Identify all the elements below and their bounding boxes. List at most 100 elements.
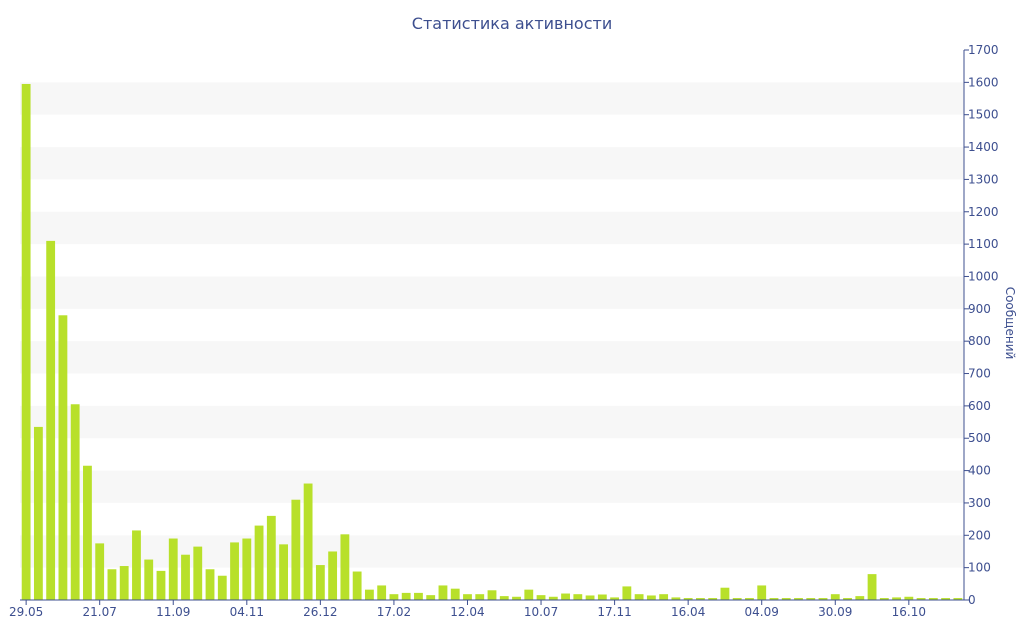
x-tick-label: 16.10 xyxy=(892,605,926,619)
bar xyxy=(450,588,460,600)
x-tick-label: 17.02 xyxy=(377,605,411,619)
x-tick-label: 11.09 xyxy=(156,605,190,619)
bar xyxy=(217,575,227,600)
grid-band xyxy=(20,147,964,180)
bar xyxy=(193,546,203,600)
bar xyxy=(499,596,509,600)
bar xyxy=(794,598,803,600)
bar xyxy=(487,590,497,600)
bar xyxy=(156,570,166,600)
bar xyxy=(401,592,411,600)
x-tick-label: 29.05 xyxy=(9,605,43,619)
bar xyxy=(95,543,105,600)
bar xyxy=(928,598,938,600)
x-tick-label: 04.09 xyxy=(745,605,779,619)
bar xyxy=(230,542,239,600)
bar xyxy=(33,426,43,600)
bar xyxy=(953,598,963,600)
bar xyxy=(426,595,436,600)
y-tick-label: 0 xyxy=(968,593,976,607)
bar xyxy=(806,598,816,600)
y-tick-label: 300 xyxy=(968,496,991,510)
bar xyxy=(843,598,852,600)
bar xyxy=(745,598,754,600)
grid-band xyxy=(20,276,964,309)
grid-band xyxy=(20,82,964,115)
y-tick-label: 1700 xyxy=(968,43,999,57)
bar xyxy=(941,598,951,600)
bar xyxy=(132,530,141,600)
bar xyxy=(867,574,877,600)
bar xyxy=(512,596,521,600)
bar xyxy=(463,594,472,600)
grid-band xyxy=(20,211,964,245)
bar xyxy=(757,585,767,600)
bar xyxy=(254,525,264,600)
y-axis-label: Сообщений xyxy=(1003,287,1017,360)
bar xyxy=(818,598,828,600)
bar xyxy=(879,598,889,600)
y-tick-label: 600 xyxy=(968,399,991,413)
y-tick-label: 700 xyxy=(968,367,991,381)
y-tick-label: 1200 xyxy=(968,205,999,219)
x-tick-label: 16.04 xyxy=(671,605,705,619)
bar xyxy=(83,465,92,600)
x-tick-label: 30.09 xyxy=(818,605,852,619)
y-tick-label: 1600 xyxy=(968,75,999,89)
y-tick-label: 1300 xyxy=(968,172,999,186)
bar xyxy=(659,594,669,600)
bar xyxy=(696,598,705,600)
bar xyxy=(683,598,693,600)
bar xyxy=(328,551,338,600)
bar xyxy=(536,595,546,600)
bar xyxy=(548,596,558,600)
x-tick-label: 10.07 xyxy=(524,605,558,619)
bar xyxy=(107,569,117,600)
bar xyxy=(315,565,325,600)
x-tick-label: 21.07 xyxy=(83,605,117,619)
grid-band xyxy=(20,535,964,568)
bar xyxy=(622,586,632,600)
y-tick-label: 1100 xyxy=(968,237,999,251)
bar xyxy=(377,585,387,600)
bar xyxy=(610,597,620,600)
bar xyxy=(561,593,570,600)
bar xyxy=(916,598,926,600)
y-tick-label: 100 xyxy=(968,561,991,575)
bar xyxy=(769,598,779,600)
y-axis: 0 100 200 300 400 500 600 700 800 900 1000 1100 1200… xyxy=(963,43,999,607)
y-tick-label: 800 xyxy=(968,334,991,348)
bar-series xyxy=(21,83,963,601)
bar xyxy=(168,538,178,600)
grid-band xyxy=(20,470,964,503)
y-tick-label: 900 xyxy=(968,302,991,316)
bar xyxy=(389,594,399,600)
bar xyxy=(144,559,154,600)
grid-bands xyxy=(20,82,964,568)
y-tick-label: 400 xyxy=(968,464,991,478)
bar xyxy=(438,585,448,600)
bar xyxy=(181,554,190,600)
bar xyxy=(855,596,865,600)
bar xyxy=(70,404,80,600)
bar xyxy=(205,569,215,600)
bar xyxy=(646,595,656,600)
bar xyxy=(414,592,423,600)
bar xyxy=(21,83,31,601)
bar xyxy=(597,594,607,600)
x-tick-label: 26.12 xyxy=(303,605,337,619)
x-tick-label: 12.04 xyxy=(450,605,484,619)
chart-title: Статистика активности xyxy=(411,14,613,33)
bar xyxy=(634,594,644,600)
grid-band xyxy=(20,405,964,439)
bar xyxy=(340,534,350,600)
grid-band xyxy=(20,341,964,374)
bar xyxy=(671,597,681,600)
bar xyxy=(524,589,534,600)
y-tick-label: 1500 xyxy=(968,108,999,122)
bar xyxy=(352,571,362,600)
bar xyxy=(585,595,595,600)
bar xyxy=(475,594,485,600)
bar xyxy=(573,594,583,600)
